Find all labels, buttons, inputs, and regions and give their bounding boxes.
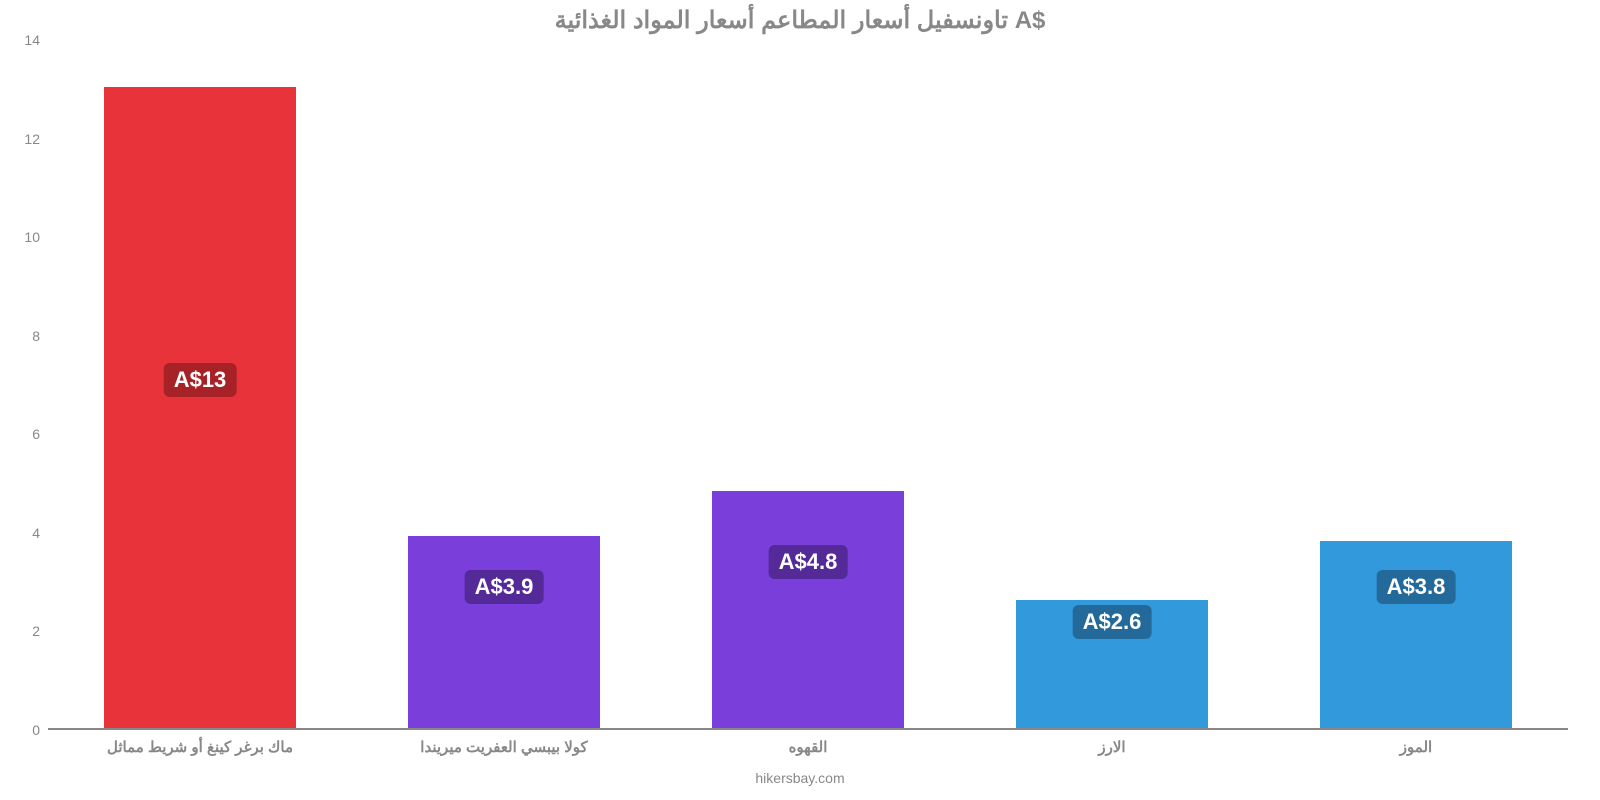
y-tick-label: 12: [24, 131, 48, 147]
y-tick-label: 4: [32, 525, 48, 541]
bar-value-label: A$3.8: [1377, 570, 1456, 604]
x-tick-label: الموز: [1400, 728, 1432, 756]
bar: [712, 491, 904, 728]
y-tick-label: 6: [32, 426, 48, 442]
bar-value-label: A$2.6: [1073, 605, 1152, 639]
bar: [104, 87, 296, 728]
bar: [1320, 541, 1512, 728]
y-tick-label: 8: [32, 328, 48, 344]
bar-value-label: A$13: [164, 363, 237, 397]
x-tick-label: كولا بيبسي العفريت ميريندا: [420, 728, 587, 756]
x-tick-label: الارز: [1098, 728, 1125, 756]
y-tick-label: 10: [24, 229, 48, 245]
y-tick-label: 0: [32, 722, 48, 738]
plot-area: 02468101214A$13ماك برغر كينغ أو شريط مما…: [48, 40, 1568, 730]
bar-value-label: A$4.8: [769, 545, 848, 579]
chart-title: تاونسفيل أسعار المطاعم أسعار المواد الغذ…: [0, 6, 1600, 35]
attribution: hikersbay.com: [0, 770, 1600, 786]
bar: [408, 536, 600, 728]
y-tick-label: 2: [32, 623, 48, 639]
y-tick-label: 14: [24, 32, 48, 48]
x-tick-label: ماك برغر كينغ أو شريط مماثل: [107, 728, 293, 756]
chart-container: تاونسفيل أسعار المطاعم أسعار المواد الغذ…: [0, 0, 1600, 800]
x-tick-label: القهوه: [789, 728, 828, 756]
bar-value-label: A$3.9: [465, 570, 544, 604]
